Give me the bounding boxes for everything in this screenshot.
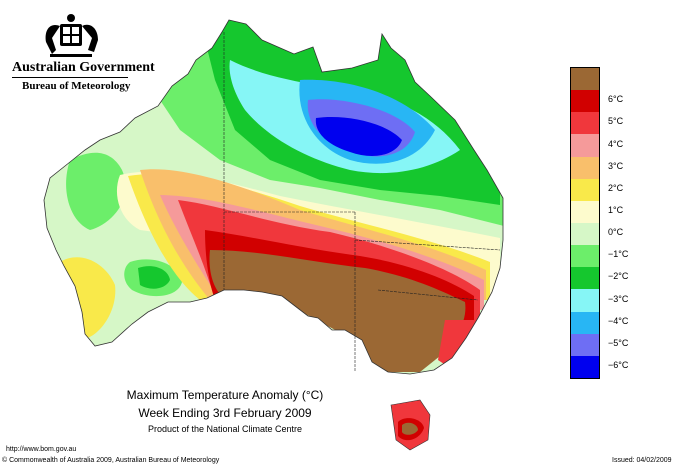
legend — [570, 67, 600, 379]
legend-swatch — [571, 90, 599, 113]
map-title: Maximum Temperature Anomaly (°C) — [126, 388, 324, 402]
legend-label: −3°C — [608, 293, 629, 304]
legend-label: 4°C — [608, 138, 624, 149]
legend-swatch — [571, 289, 599, 312]
legend-swatch — [571, 223, 599, 246]
map-period: Week Ending 3rd February 2009 — [138, 406, 312, 420]
government-title: Australian Government — [12, 60, 155, 75]
legend-label: 1°C — [608, 204, 624, 215]
copyright: © Commonwealth of Australia 2009, Austra… — [2, 457, 220, 464]
legend-label: 5°C — [608, 116, 624, 127]
legend-swatch — [571, 311, 599, 334]
legend-label: −5°C — [608, 337, 629, 348]
state-borders — [223, 32, 501, 372]
legend-swatch — [571, 245, 599, 268]
legend-label: −6°C — [608, 359, 629, 370]
legend-swatch — [571, 200, 599, 223]
coat-of-arms-logo — [45, 14, 98, 57]
legend-label: −4°C — [608, 315, 629, 326]
legend-label: −1°C — [608, 249, 629, 260]
legend-label: 3°C — [608, 160, 624, 171]
source-url: http://www.bom.gov.au — [6, 446, 77, 453]
coastline — [43, 19, 504, 375]
legend-label: 2°C — [608, 182, 624, 193]
legend-label: −2°C — [608, 271, 629, 282]
legend-swatch — [571, 355, 599, 378]
legend-swatch — [571, 267, 599, 290]
legend-swatch — [571, 134, 599, 157]
header-divider — [12, 77, 128, 78]
map-subtitle: Product of the National Climate Centre — [147, 424, 303, 434]
bureau-title: Bureau of Meteorology — [22, 80, 131, 92]
legend-swatch — [571, 333, 599, 356]
legend-swatch — [571, 156, 599, 179]
issued-date: Issued: 04/02/2009 — [612, 457, 672, 464]
legend-swatch — [571, 178, 599, 201]
legend-swatch — [571, 68, 599, 91]
legend-label: 6°C — [608, 94, 624, 105]
legend-swatch — [571, 112, 599, 135]
tasmania — [390, 399, 431, 451]
legend-label: 0°C — [608, 227, 624, 238]
